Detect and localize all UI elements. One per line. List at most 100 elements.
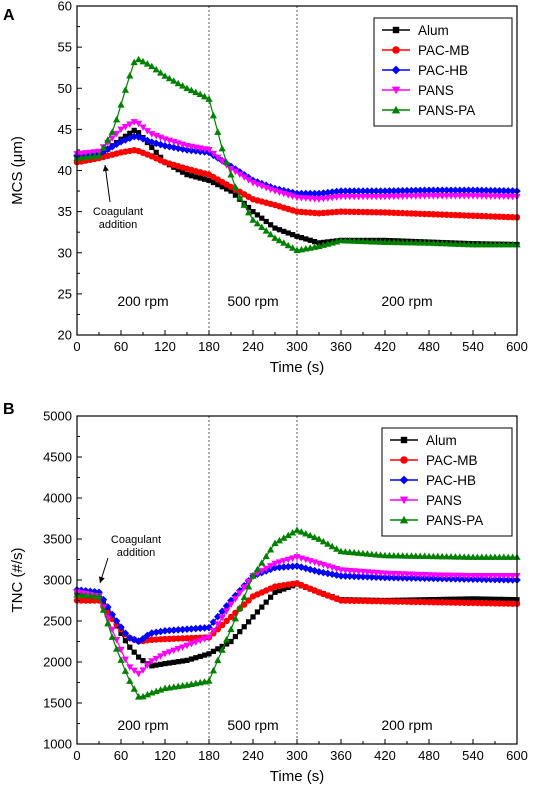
- data-point: [209, 111, 217, 119]
- y-tick-label: 3000: [43, 573, 72, 588]
- data-point: [227, 601, 235, 609]
- data-point: [337, 572, 345, 580]
- data-point: [245, 208, 253, 216]
- data-point: [258, 568, 266, 575]
- data-point: [214, 656, 222, 664]
- data-point: [90, 588, 99, 596]
- data-point: [332, 571, 341, 579]
- legend-marker: [391, 86, 401, 95]
- data-point: [315, 535, 323, 542]
- data-point: [143, 60, 151, 67]
- data-point: [197, 653, 203, 660]
- data-point: [165, 649, 173, 656]
- data-point: [157, 653, 165, 660]
- chart-b: B 0 60 120 180 240 300 360 420 480 540 600 1000 1500 2…: [3, 401, 528, 785]
- legend-marker: [400, 456, 408, 464]
- y-tick-label: 5000: [43, 409, 72, 424]
- data-point: [310, 189, 319, 198]
- data-point: [196, 637, 204, 645]
- data-point: [205, 147, 213, 154]
- data-point: [346, 572, 354, 581]
- data-point: [122, 638, 128, 644]
- data-point: [491, 186, 499, 195]
- data-point: [474, 596, 480, 602]
- data-point: [104, 145, 112, 153]
- data-point: [140, 658, 146, 664]
- annotation-arrowhead: [98, 576, 105, 583]
- data-point: [210, 648, 216, 654]
- data-point: [346, 548, 354, 555]
- data-point: [324, 195, 332, 202]
- data-point: [368, 187, 376, 195]
- data-point: [188, 173, 194, 179]
- data-point: [381, 573, 389, 582]
- data-point: [328, 194, 336, 202]
- data-point: [359, 187, 367, 195]
- data-point: [209, 627, 217, 635]
- data-point: [324, 569, 332, 578]
- data-point: [390, 573, 398, 582]
- data-point: [341, 187, 350, 195]
- data-point: [500, 187, 508, 195]
- data-point: [488, 596, 494, 602]
- data-point: [171, 659, 177, 665]
- data-point: [232, 633, 238, 640]
- data-point: [271, 539, 279, 546]
- data-point: [108, 135, 116, 142]
- y-tick-label: 30: [58, 245, 72, 260]
- legend-label: PAC-MB: [426, 453, 478, 468]
- data-point: [372, 550, 380, 558]
- y-tick-label: 45: [58, 122, 72, 137]
- x-tick-label: 0: [73, 748, 80, 763]
- data-point: [104, 619, 112, 627]
- data-point: [448, 596, 454, 602]
- data-point: [152, 65, 160, 73]
- stage-label: 200 rpm: [117, 293, 168, 309]
- data-point: [218, 614, 226, 622]
- data-point: [259, 215, 265, 221]
- data-point: [180, 658, 186, 664]
- data-point: [121, 656, 129, 664]
- y-tick-label: 4500: [43, 450, 72, 465]
- data-point: [288, 562, 297, 571]
- data-point: [492, 596, 498, 602]
- data-point: [403, 186, 411, 195]
- data-point: [385, 573, 394, 582]
- stage-label: 500 rpm: [227, 293, 278, 309]
- data-point: [170, 77, 178, 84]
- data-point: [262, 552, 270, 560]
- x-tick-label: 300: [286, 339, 308, 354]
- x-tick-label: 360: [330, 748, 352, 763]
- data-point: [249, 179, 257, 187]
- data-point: [218, 607, 226, 616]
- x-tick-label: 120: [154, 339, 176, 354]
- data-point: [328, 188, 336, 196]
- data-point: [302, 564, 310, 573]
- data-point: [268, 222, 274, 228]
- data-point: [179, 82, 187, 89]
- data-point: [500, 575, 508, 584]
- data-point: [341, 548, 349, 555]
- data-point: [121, 629, 130, 638]
- data-point: [127, 644, 133, 650]
- data-point: [272, 225, 278, 231]
- data-point: [99, 606, 107, 613]
- data-point: [394, 573, 402, 582]
- data-point: [228, 638, 234, 645]
- data-point: [280, 534, 288, 541]
- data-point: [461, 596, 467, 602]
- data-point: [268, 594, 274, 600]
- legend: Alum PAC-MB PAC-HB PANS PANS-PA: [373, 17, 513, 127]
- y-tick-label: 1500: [43, 696, 72, 711]
- data-point: [215, 182, 221, 188]
- data-point: [218, 144, 226, 152]
- data-point: [192, 88, 200, 96]
- data-point: [82, 591, 90, 599]
- data-point: [289, 244, 297, 251]
- data-point: [227, 625, 235, 633]
- x-tick-label: 240: [242, 339, 264, 354]
- data-point: [174, 626, 182, 634]
- data-point: [447, 186, 455, 195]
- data-point: [210, 179, 216, 186]
- data-point: [193, 174, 199, 180]
